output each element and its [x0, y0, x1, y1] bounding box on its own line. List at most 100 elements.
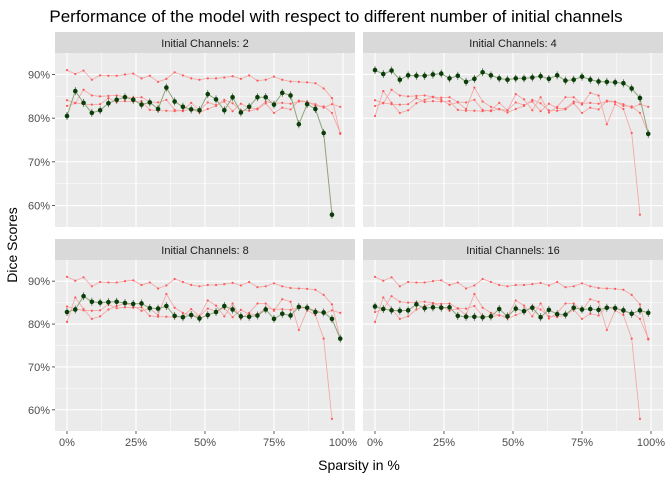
background-series-point: [630, 106, 633, 109]
background-series-point: [190, 77, 193, 80]
background-series-point: [464, 107, 468, 111]
highlight-series-point: [587, 77, 593, 83]
background-series-point: [605, 328, 608, 332]
background-series-point: [330, 303, 334, 306]
background-series-point: [373, 114, 377, 118]
background-series-point: [107, 96, 110, 100]
background-series-point: [481, 100, 484, 103]
background-series-point: [140, 96, 143, 99]
background-series-point: [264, 102, 267, 105]
background-series-point: [597, 108, 600, 111]
background-series-point: [382, 296, 385, 299]
background-series-point: [231, 302, 234, 305]
background-series-point: [239, 102, 242, 105]
background-series-point: [638, 103, 642, 106]
facet-strip-label: Initial Channels: 2: [161, 38, 248, 50]
background-series-point: [123, 306, 127, 309]
background-series-point: [148, 74, 151, 77]
y-tick-label: 60%: [28, 405, 50, 417]
background-series-point: [415, 102, 418, 105]
highlight-series-point: [472, 314, 477, 320]
background-series-point: [556, 109, 559, 112]
background-series-point: [522, 98, 526, 101]
highlight-series-point: [488, 73, 494, 78]
background-series-point: [498, 283, 501, 287]
background-series-point: [206, 101, 209, 104]
background-series-point: [489, 109, 493, 112]
highlight-series-point: [571, 305, 577, 311]
background-series-point: [82, 276, 85, 279]
background-series-point: [398, 300, 401, 303]
background-series-point: [115, 281, 118, 284]
background-series-point: [622, 107, 625, 111]
background-series-point: [231, 110, 234, 113]
background-series-point: [82, 309, 85, 312]
background-series-point: [264, 285, 267, 288]
background-series-point: [140, 283, 143, 287]
background-series-point: [330, 96, 334, 100]
background-series-point: [522, 103, 526, 107]
background-series-point: [248, 74, 251, 77]
background-series-point: [264, 78, 267, 81]
background-series-point: [531, 283, 534, 286]
background-series-point: [464, 109, 468, 112]
highlight-series-point: [313, 309, 318, 315]
highlight-series-point: [405, 308, 411, 313]
background-series-point: [431, 301, 435, 305]
background-series-point: [140, 77, 143, 80]
background-series-point: [231, 281, 234, 284]
highlight-series-point: [197, 316, 202, 321]
background-series-point: [256, 107, 259, 110]
background-series-point: [390, 276, 393, 279]
background-series-point: [539, 102, 542, 105]
y-tick-label: 90%: [28, 69, 50, 81]
background-series-point: [231, 75, 234, 78]
highlight-series-point: [213, 309, 219, 315]
highlight-series-point: [521, 76, 527, 81]
background-series-point: [556, 280, 559, 284]
background-series-point: [272, 111, 276, 115]
background-series-point: [90, 309, 93, 312]
highlight-series-point: [571, 77, 577, 83]
background-series-point: [415, 96, 418, 100]
background-series-point: [597, 286, 600, 290]
background-series-point: [90, 285, 93, 288]
background-series-point: [314, 288, 317, 291]
highlight-series-point: [255, 313, 260, 318]
highlight-series-point: [89, 299, 95, 305]
highlight-series-point: [596, 79, 601, 84]
highlight-series-point: [612, 305, 618, 311]
highlight-series-point: [645, 131, 651, 137]
background-series-point: [248, 280, 251, 284]
highlight-series-point: [106, 101, 111, 106]
highlight-series-point: [554, 73, 560, 78]
background-series-point: [547, 102, 550, 105]
background-series-point: [398, 103, 401, 106]
background-series-point: [514, 101, 517, 104]
background-series-point: [289, 308, 292, 311]
background-series-point: [165, 284, 168, 287]
highlight-series-point: [414, 302, 419, 307]
background-series-point: [572, 102, 575, 105]
background-series-point: [647, 337, 650, 340]
highlight-series-point: [304, 101, 310, 107]
highlight-series-point: [122, 94, 128, 100]
highlight-series-point: [147, 305, 153, 311]
background-series-point: [539, 281, 542, 284]
background-series-point: [448, 100, 451, 103]
highlight-series-point: [530, 305, 535, 311]
x-tick-label: 0%: [367, 437, 383, 449]
background-series-point: [339, 131, 342, 135]
background-series-point: [614, 103, 617, 106]
background-series-point: [622, 313, 625, 317]
background-series-point: [289, 108, 292, 111]
highlight-series-point: [164, 303, 169, 309]
highlight-series-point: [604, 305, 610, 311]
background-series-point: [589, 91, 592, 94]
highlight-series-point: [480, 314, 485, 320]
highlight-series-point: [271, 102, 277, 107]
highlight-series-point: [530, 75, 535, 80]
highlight-series-point: [496, 76, 502, 81]
background-series-point: [156, 315, 160, 318]
background-series-point: [322, 106, 325, 109]
